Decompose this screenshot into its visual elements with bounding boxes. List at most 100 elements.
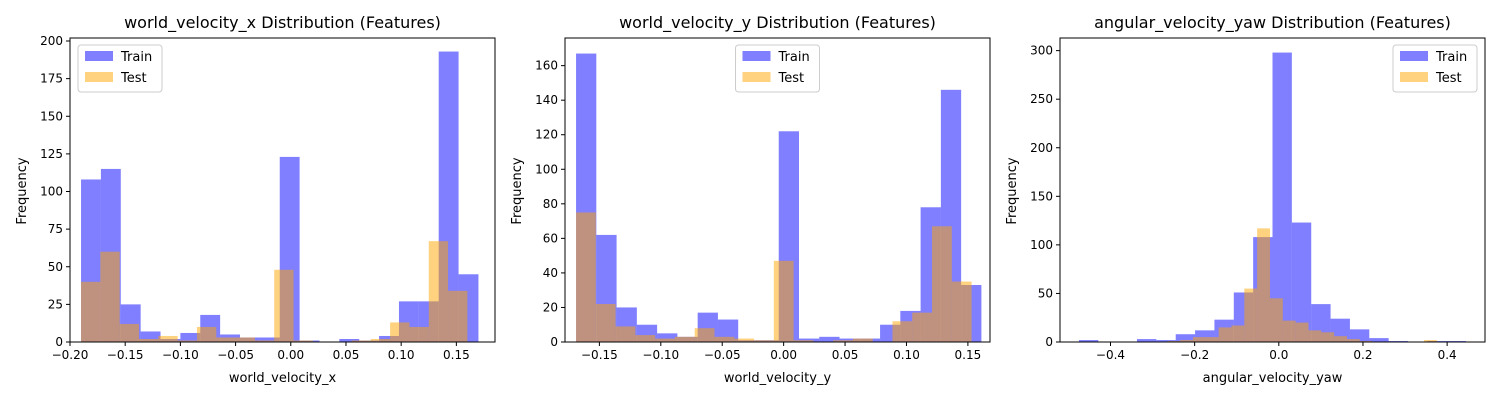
bar-train <box>1195 330 1215 342</box>
bar-train <box>1349 329 1370 342</box>
y-tick-label: 50 <box>48 260 63 274</box>
y-tick-label: 25 <box>48 297 63 311</box>
y-tick-label: 100 <box>535 162 558 176</box>
legend-swatch-train <box>85 51 113 61</box>
legend: Train Test <box>735 44 820 93</box>
y-tick-label: 140 <box>535 93 558 107</box>
ticks-group: −0.15 −0.10 −0.05 0.00 0.05 0.10 0.15 0 20 40 60 80… <box>535 59 981 362</box>
legend-swatch-test <box>85 72 113 82</box>
bar-test <box>448 290 468 342</box>
bar-train <box>1175 334 1196 342</box>
bar-test <box>1269 298 1283 342</box>
bar-test <box>1346 339 1360 342</box>
chart-title: world_velocity_x Distribution (Features) <box>124 13 441 33</box>
y-tick-label: 20 <box>543 300 558 314</box>
bar-test <box>951 281 972 342</box>
y-tick-label: 100 <box>40 185 63 199</box>
y-tick-label: 200 <box>1030 141 1053 155</box>
bar-train <box>657 333 678 342</box>
panel-world-velocity-y: world_velocity_y Distribution (Features)… <box>510 13 991 386</box>
bar-test <box>714 336 735 342</box>
y-axis-label: Frequency <box>1005 157 1020 224</box>
panel-angular-velocity-yaw: angular_velocity_yaw Distribution (Featu… <box>1005 13 1486 386</box>
legend-label-test: Test <box>1435 71 1462 86</box>
bar-test <box>1334 336 1347 342</box>
bar-train <box>1369 338 1389 342</box>
bar-test <box>1205 337 1219 342</box>
x-tick-label: −0.20 <box>52 348 89 362</box>
x-tick-label: 0.00 <box>277 348 304 362</box>
bar-train <box>1137 339 1157 342</box>
plot-frame <box>69 37 496 343</box>
bar-test <box>852 338 873 342</box>
bar-test <box>576 212 596 342</box>
bar-test <box>793 340 814 342</box>
y-tick-label: 250 <box>1030 92 1053 106</box>
bar-test <box>428 241 449 342</box>
plot-frame <box>1059 37 1486 343</box>
bar-test <box>351 340 371 342</box>
bars-group <box>1078 52 1467 342</box>
bar-test <box>216 337 236 342</box>
y-axis-label: Frequency <box>15 157 30 224</box>
bar-test <box>655 338 675 342</box>
x-tick-label: 0.15 <box>443 348 470 362</box>
bar-train <box>1078 340 1099 342</box>
legend-swatch-test <box>742 72 771 82</box>
x-tick-label: −0.15 <box>581 348 618 362</box>
y-tick-label: 200 <box>40 34 63 48</box>
panel-world-velocity-x: world_velocity_x Distribution (Features)… <box>15 13 496 386</box>
legend: Train Test <box>77 44 163 93</box>
y-tick-label: 0 <box>550 335 558 349</box>
legend-label-test: Test <box>778 71 805 86</box>
bar-test <box>833 340 853 342</box>
x-tick-label: 0.10 <box>388 348 415 362</box>
bar-test <box>1321 332 1335 342</box>
bar-train <box>1272 52 1292 342</box>
bar-test <box>773 260 794 342</box>
x-tick-label: 0.0 <box>1269 348 1288 362</box>
bar-test <box>892 321 913 342</box>
bar-train <box>259 337 280 342</box>
y-tick-label: 75 <box>48 222 63 236</box>
legend-label-train: Train <box>1435 50 1467 65</box>
y-tick-label: 0 <box>1045 335 1053 349</box>
legend-swatch-test <box>1400 72 1428 82</box>
y-axis-label: Frequency <box>510 157 525 224</box>
y-tick-label: 300 <box>1030 44 1053 58</box>
ticks-group: −0.20 −0.15 −0.10 −0.05 0.00 0.05 0.10 0.15 0 25 5… <box>40 34 470 362</box>
bar-test <box>409 326 429 342</box>
y-tick-label: 160 <box>535 59 558 73</box>
bar-test <box>158 335 178 342</box>
legend-label-test: Test <box>120 71 147 86</box>
bar-test <box>293 340 313 342</box>
legend-label-train: Train <box>778 50 810 65</box>
bar-test <box>754 340 774 342</box>
bar-train <box>1291 222 1312 342</box>
bar-test <box>1282 320 1296 342</box>
bar-test <box>1295 322 1309 342</box>
x-axis-label: angular_velocity_yaw <box>1203 371 1343 386</box>
x-tick-label: 0.4 <box>1438 348 1457 362</box>
chart-title: world_velocity_y Distribution (Features) <box>619 13 936 33</box>
x-tick-label: −0.2 <box>1180 348 1209 362</box>
y-tick-label: 150 <box>40 109 63 123</box>
bar-test <box>274 269 294 342</box>
y-tick-label: 40 <box>543 266 558 280</box>
y-tick-label: 100 <box>1030 238 1053 252</box>
x-axis-label: world_velocity_x <box>229 371 337 386</box>
bar-test <box>694 328 715 342</box>
bars-group <box>576 53 982 343</box>
bar-train <box>339 338 360 342</box>
plot-frame <box>564 37 991 343</box>
bar-test <box>615 326 636 342</box>
legend: Train Test <box>1392 44 1478 93</box>
bar-test <box>1180 340 1193 342</box>
x-tick-label: −0.15 <box>107 348 144 362</box>
y-tick-label: 50 <box>1038 286 1053 300</box>
x-tick-label: 0.15 <box>955 348 982 362</box>
ticks-group: −0.4 −0.2 0.0 0.2 0.4 0 50 100 150 200 250 300 <box>1030 44 1457 362</box>
bar-train <box>717 319 739 342</box>
